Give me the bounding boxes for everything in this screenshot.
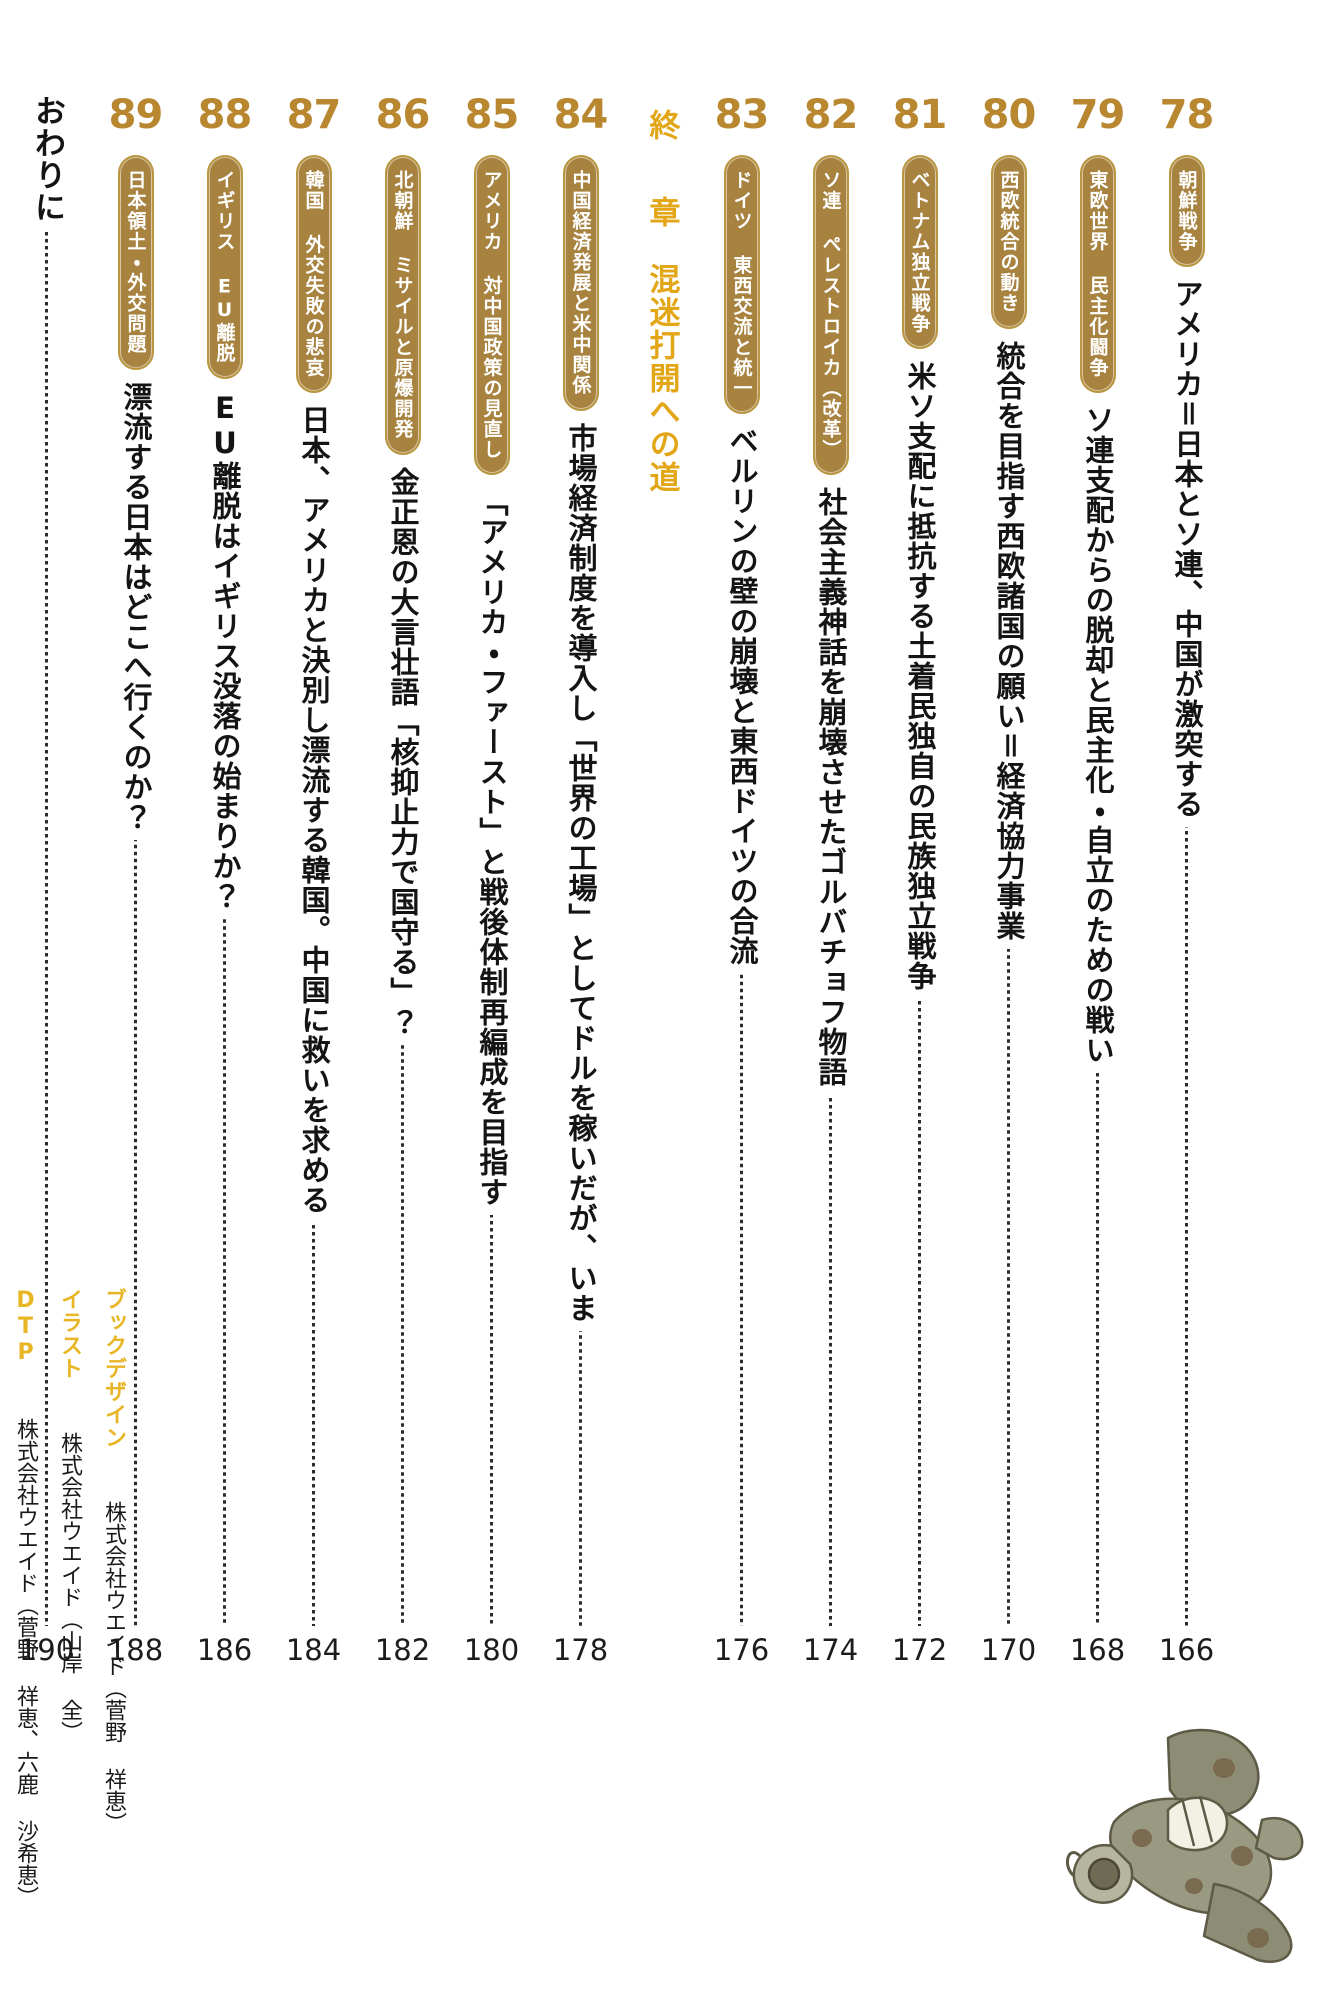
afterword-page-number: 190 bbox=[18, 1633, 75, 1667]
entry-headline: 漂流する日本はどこへ行くのか？ bbox=[119, 381, 153, 832]
dotted-leader bbox=[45, 231, 48, 1626]
entry-number: 87 bbox=[286, 92, 342, 138]
credit-role: ブックデザイン bbox=[101, 1288, 126, 1449]
credit-name: 株式会社ウエイド（菅野 祥恵） bbox=[101, 1501, 126, 1834]
entry-page-number: 188 bbox=[107, 1633, 164, 1667]
entry-tag: アメリカ 対中国政策の見直し bbox=[473, 155, 510, 475]
dotted-leader bbox=[1185, 827, 1188, 1626]
credits-block: ブックデザイン 株式会社ウエイド（菅野 祥恵） イラスト 株式会社ウエイド（山岸… bbox=[13, 1288, 146, 1978]
dotted-leader bbox=[579, 1330, 582, 1626]
entry-page-number: 186 bbox=[196, 1633, 253, 1667]
toc-entry[interactable]: 79 東欧世界 民主化闘争 ソ連支配からの脱却と民主化・自立のための戦い 168 bbox=[1053, 95, 1142, 1670]
entry-number: 79 bbox=[1070, 92, 1126, 138]
dotted-leader bbox=[312, 1223, 315, 1626]
entry-number: 80 bbox=[981, 92, 1037, 138]
entry-headline: 「アメリカ・ファースト」と戦後体制再編成を目指す bbox=[475, 487, 509, 1207]
credit-item: DTP 株式会社ウエイド（菅野 祥恵、六鹿 沙希恵） bbox=[13, 1288, 58, 1908]
entry-tag: ドイツ 東西交流と統一 bbox=[723, 155, 760, 414]
entry-tag: 中国経済発展と米中関係 bbox=[562, 155, 599, 411]
chapter-heading: 終 章 混迷打開への道 bbox=[625, 95, 697, 1670]
entry-number: 81 bbox=[892, 92, 948, 138]
toc-entry[interactable]: 81 ベトナム独立戦争 米ソ支配に抵抗する土着民独自の民族独立戦争 172 bbox=[875, 95, 964, 1670]
toc-entry[interactable]: 83 ドイツ 東西交流と統一 ベルリンの壁の崩壊と東西ドイツの合流 176 bbox=[697, 95, 786, 1670]
entry-headline: ベルリンの壁の崩壊と東西ドイツの合流 bbox=[725, 425, 759, 966]
dotted-leader bbox=[401, 1044, 404, 1626]
entry-page-number: 170 bbox=[980, 1633, 1037, 1667]
entry-tag: 西欧統合の動き bbox=[990, 155, 1027, 329]
credit-role: イラスト bbox=[57, 1288, 82, 1380]
entry-number: 84 bbox=[553, 92, 609, 138]
entry-tag: 韓国 外交失敗の悲哀 bbox=[295, 155, 332, 393]
entry-headline: 米ソ支配に抵抗する土着民独自の民族独立戦争 bbox=[903, 361, 937, 991]
dotted-leader bbox=[223, 918, 226, 1626]
entry-page-number: 182 bbox=[374, 1633, 431, 1667]
entry-page-number: 178 bbox=[552, 1633, 609, 1667]
entry-page-number: 174 bbox=[802, 1633, 859, 1667]
credit-name: 株式会社ウエイド（山岸 全） bbox=[57, 1432, 82, 1743]
entry-number: 78 bbox=[1159, 92, 1215, 138]
entry-tag: ベトナム独立戦争 bbox=[901, 155, 938, 349]
entry-page-number: 172 bbox=[891, 1633, 948, 1667]
dotted-leader bbox=[829, 1095, 832, 1626]
entry-number: 88 bbox=[197, 92, 253, 138]
entry-number: 89 bbox=[108, 92, 164, 138]
afterword-headline: おわりに bbox=[29, 95, 65, 223]
entry-number: 82 bbox=[803, 92, 859, 138]
dotted-leader bbox=[1007, 948, 1010, 1626]
toc-entry[interactable]: 86 北朝鮮 ミサイルと原爆開発 金正恩の大言壮語「核抑止力で国守る」？ 182 bbox=[358, 95, 447, 1670]
entry-headline: EU離脱はイギリス没落の始まりか？ bbox=[208, 390, 242, 911]
toc-entry[interactable]: 85 アメリカ 対中国政策の見直し 「アメリカ・ファースト」と戦後体制再編成を目… bbox=[447, 95, 536, 1670]
toc-entry[interactable]: 87 韓国 外交失敗の悲哀 日本、アメリカと決別し漂流する韓国。中国に救いを求め… bbox=[269, 95, 358, 1670]
entry-page-number: 180 bbox=[463, 1633, 520, 1667]
entry-headline: 統合を目指す西欧諸国の願い＝経済協力事業 bbox=[992, 340, 1026, 941]
table-of-contents: 78 朝鮮戦争 アメリカ＝日本とソ連、中国が激突する 166 79 東欧世界 民… bbox=[19, 95, 1231, 1670]
toc-entry[interactable]: 84 中国経済発展と米中関係 市場経済制度を導入し「世界の工場」としてドルを稼い… bbox=[536, 95, 625, 1670]
entry-page-number: 166 bbox=[1158, 1633, 1215, 1667]
entry-headline: 金正恩の大言壮語「核抑止力で国守る」？ bbox=[386, 466, 420, 1037]
credit-role: DTP bbox=[13, 1288, 38, 1366]
entry-headline: ソ連支配からの脱却と民主化・自立のための戦い bbox=[1081, 405, 1115, 1065]
entry-headline: 市場経済制度を導入し「世界の工場」としてドルを稼いだが、いま bbox=[564, 422, 598, 1323]
entry-page-number: 168 bbox=[1069, 1633, 1126, 1667]
credit-item: ブックデザイン 株式会社ウエイド（菅野 祥恵） bbox=[101, 1288, 146, 1834]
toc-entry[interactable]: 89 日本領土・外交問題 漂流する日本はどこへ行くのか？ 188 bbox=[91, 95, 180, 1670]
entry-tag: 日本領土・外交問題 bbox=[117, 155, 154, 370]
entry-number: 85 bbox=[464, 92, 520, 138]
credit-name: 株式会社ウエイド（菅野 祥恵、六鹿 沙希恵） bbox=[13, 1418, 38, 1908]
toc-entry[interactable]: 88 イギリス EU離脱 EU離脱はイギリス没落の始まりか？ 186 bbox=[180, 95, 269, 1670]
toc-entry[interactable]: 78 朝鮮戦争 アメリカ＝日本とソ連、中国が激突する 166 bbox=[1142, 95, 1231, 1670]
entry-tag: 朝鮮戦争 bbox=[1168, 155, 1205, 267]
dotted-leader bbox=[1096, 1073, 1099, 1626]
entry-tag: 東欧世界 民主化闘争 bbox=[1079, 155, 1116, 393]
entry-number: 83 bbox=[714, 92, 770, 138]
toc-entry[interactable]: 82 ソ連 ペレストロイカ（改革） 社会主義神話を崩壊させたゴルバチョフ物語 1… bbox=[786, 95, 875, 1670]
entry-headline: 社会主義神話を崩壊させたゴルバチョフ物語 bbox=[814, 487, 848, 1087]
airplane-doodle-icon bbox=[1065, 1728, 1304, 1963]
entry-headline: 日本、アメリカと決別し漂流する韓国。中国に救いを求める bbox=[297, 405, 331, 1215]
entry-tag: イギリス EU離脱 bbox=[206, 155, 243, 379]
chapter-label: 終 章 bbox=[643, 109, 680, 237]
entry-number: 86 bbox=[375, 92, 431, 138]
toc-entry[interactable]: 80 西欧統合の動き 統合を目指す西欧諸国の願い＝経済協力事業 170 bbox=[964, 95, 1053, 1670]
dotted-leader bbox=[134, 839, 137, 1626]
entry-tag: ソ連 ペレストロイカ（改革） bbox=[812, 155, 849, 475]
chapter-title: 混迷打開への道 bbox=[643, 263, 680, 494]
entry-page-number: 176 bbox=[713, 1633, 770, 1667]
credit-item: イラスト 株式会社ウエイド（山岸 全） bbox=[57, 1288, 102, 1743]
entry-page-number: 184 bbox=[285, 1633, 342, 1667]
entry-tag: 北朝鮮 ミサイルと原爆開発 bbox=[384, 155, 421, 455]
dotted-leader bbox=[490, 1215, 493, 1626]
dotted-leader bbox=[918, 999, 921, 1626]
toc-entry-afterword[interactable]: おわりに 190 bbox=[2, 95, 91, 1670]
entry-headline: アメリカ＝日本とソ連、中国が激突する bbox=[1170, 279, 1204, 819]
dotted-leader bbox=[740, 973, 743, 1626]
